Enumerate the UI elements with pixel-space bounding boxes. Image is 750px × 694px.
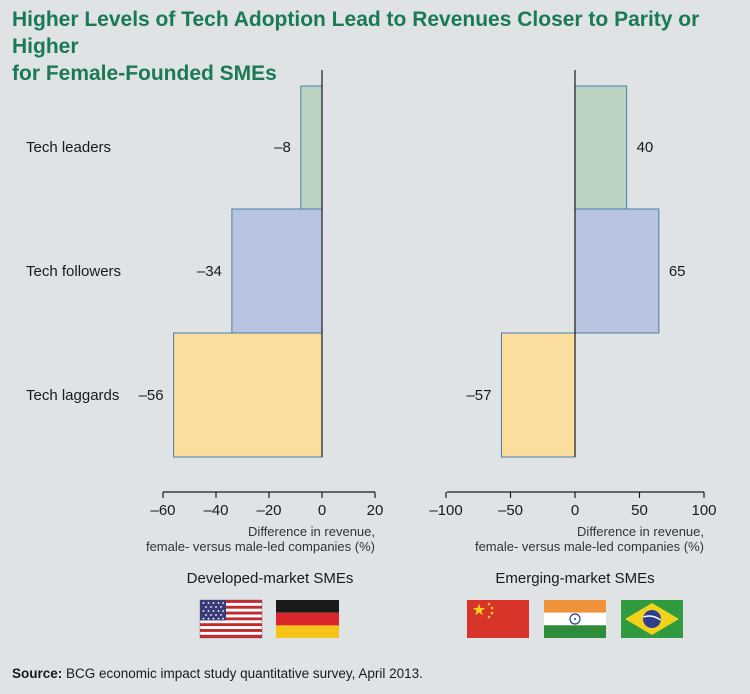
source-text: BCG economic impact study quantitative s… bbox=[62, 666, 423, 681]
brazil-flag-icon bbox=[621, 600, 683, 638]
x-axis-label: female- versus male-led companies (%) bbox=[146, 539, 375, 554]
row-label-tech-leaders: Tech leaders bbox=[26, 139, 111, 156]
usa-flag-icon bbox=[199, 599, 263, 639]
china-flag-icon bbox=[467, 600, 529, 638]
x-tick-label: –60 bbox=[150, 502, 175, 519]
x-tick-label: –100 bbox=[429, 502, 462, 519]
x-tick-label: 50 bbox=[631, 502, 648, 519]
value-label: –8 bbox=[274, 139, 291, 156]
value-label: 65 bbox=[669, 263, 686, 280]
value-label: –56 bbox=[139, 387, 164, 404]
bar-tech-leaders bbox=[574, 85, 628, 211]
bar-tech-followers bbox=[574, 208, 660, 334]
value-label: 40 bbox=[637, 139, 654, 156]
x-tick-label: –40 bbox=[203, 502, 228, 519]
x-tick-label: 20 bbox=[367, 502, 384, 519]
row-labels: Tech leaders Tech followers Tech laggards bbox=[26, 139, 121, 404]
row-label-tech-laggards: Tech laggards bbox=[26, 387, 119, 404]
developed-market-label: Developed-market SMEs bbox=[187, 570, 354, 587]
bar-tech-laggards bbox=[500, 332, 576, 458]
x-axis-label: female- versus male-led companies (%) bbox=[475, 539, 704, 554]
x-tick-label: –20 bbox=[256, 502, 281, 519]
chart-title: Higher Levels of Tech Adoption Lead to R… bbox=[12, 6, 742, 87]
bar-tech-leaders bbox=[300, 85, 323, 211]
x-axis-label: Difference in revenue, bbox=[248, 524, 375, 539]
developed-market-chart: –8 –34 –56 –60 –40 –20 0 20 Difference in revenu… bbox=[139, 70, 384, 554]
row-label-tech-followers: Tech followers bbox=[26, 263, 121, 280]
x-tick-label: 100 bbox=[691, 502, 716, 519]
x-tick-label: 0 bbox=[318, 502, 326, 519]
chart-title-line-2: for Female-Founded SMEs bbox=[12, 62, 277, 85]
india-flag-icon bbox=[544, 600, 606, 638]
germany-flag-icon bbox=[276, 600, 339, 638]
x-tick-label: –50 bbox=[498, 502, 523, 519]
value-label: –34 bbox=[197, 263, 222, 280]
emerging-market-label: Emerging-market SMEs bbox=[495, 570, 654, 587]
emerging-market-chart: 40 65 –57 –100 –50 0 50 100 Difference in revenu… bbox=[429, 70, 717, 554]
x-axis-label: Difference in revenue, bbox=[577, 524, 704, 539]
value-label: –57 bbox=[466, 387, 491, 404]
bar-tech-laggards bbox=[173, 332, 323, 458]
x-tick-label: 0 bbox=[571, 502, 579, 519]
source-label: Source: bbox=[12, 666, 63, 681]
bar-tech-followers bbox=[231, 208, 323, 334]
source-note: Source: BCG economic impact study quanti… bbox=[12, 666, 423, 681]
chart-title-line-1: Higher Levels of Tech Adoption Lead to R… bbox=[12, 8, 700, 58]
